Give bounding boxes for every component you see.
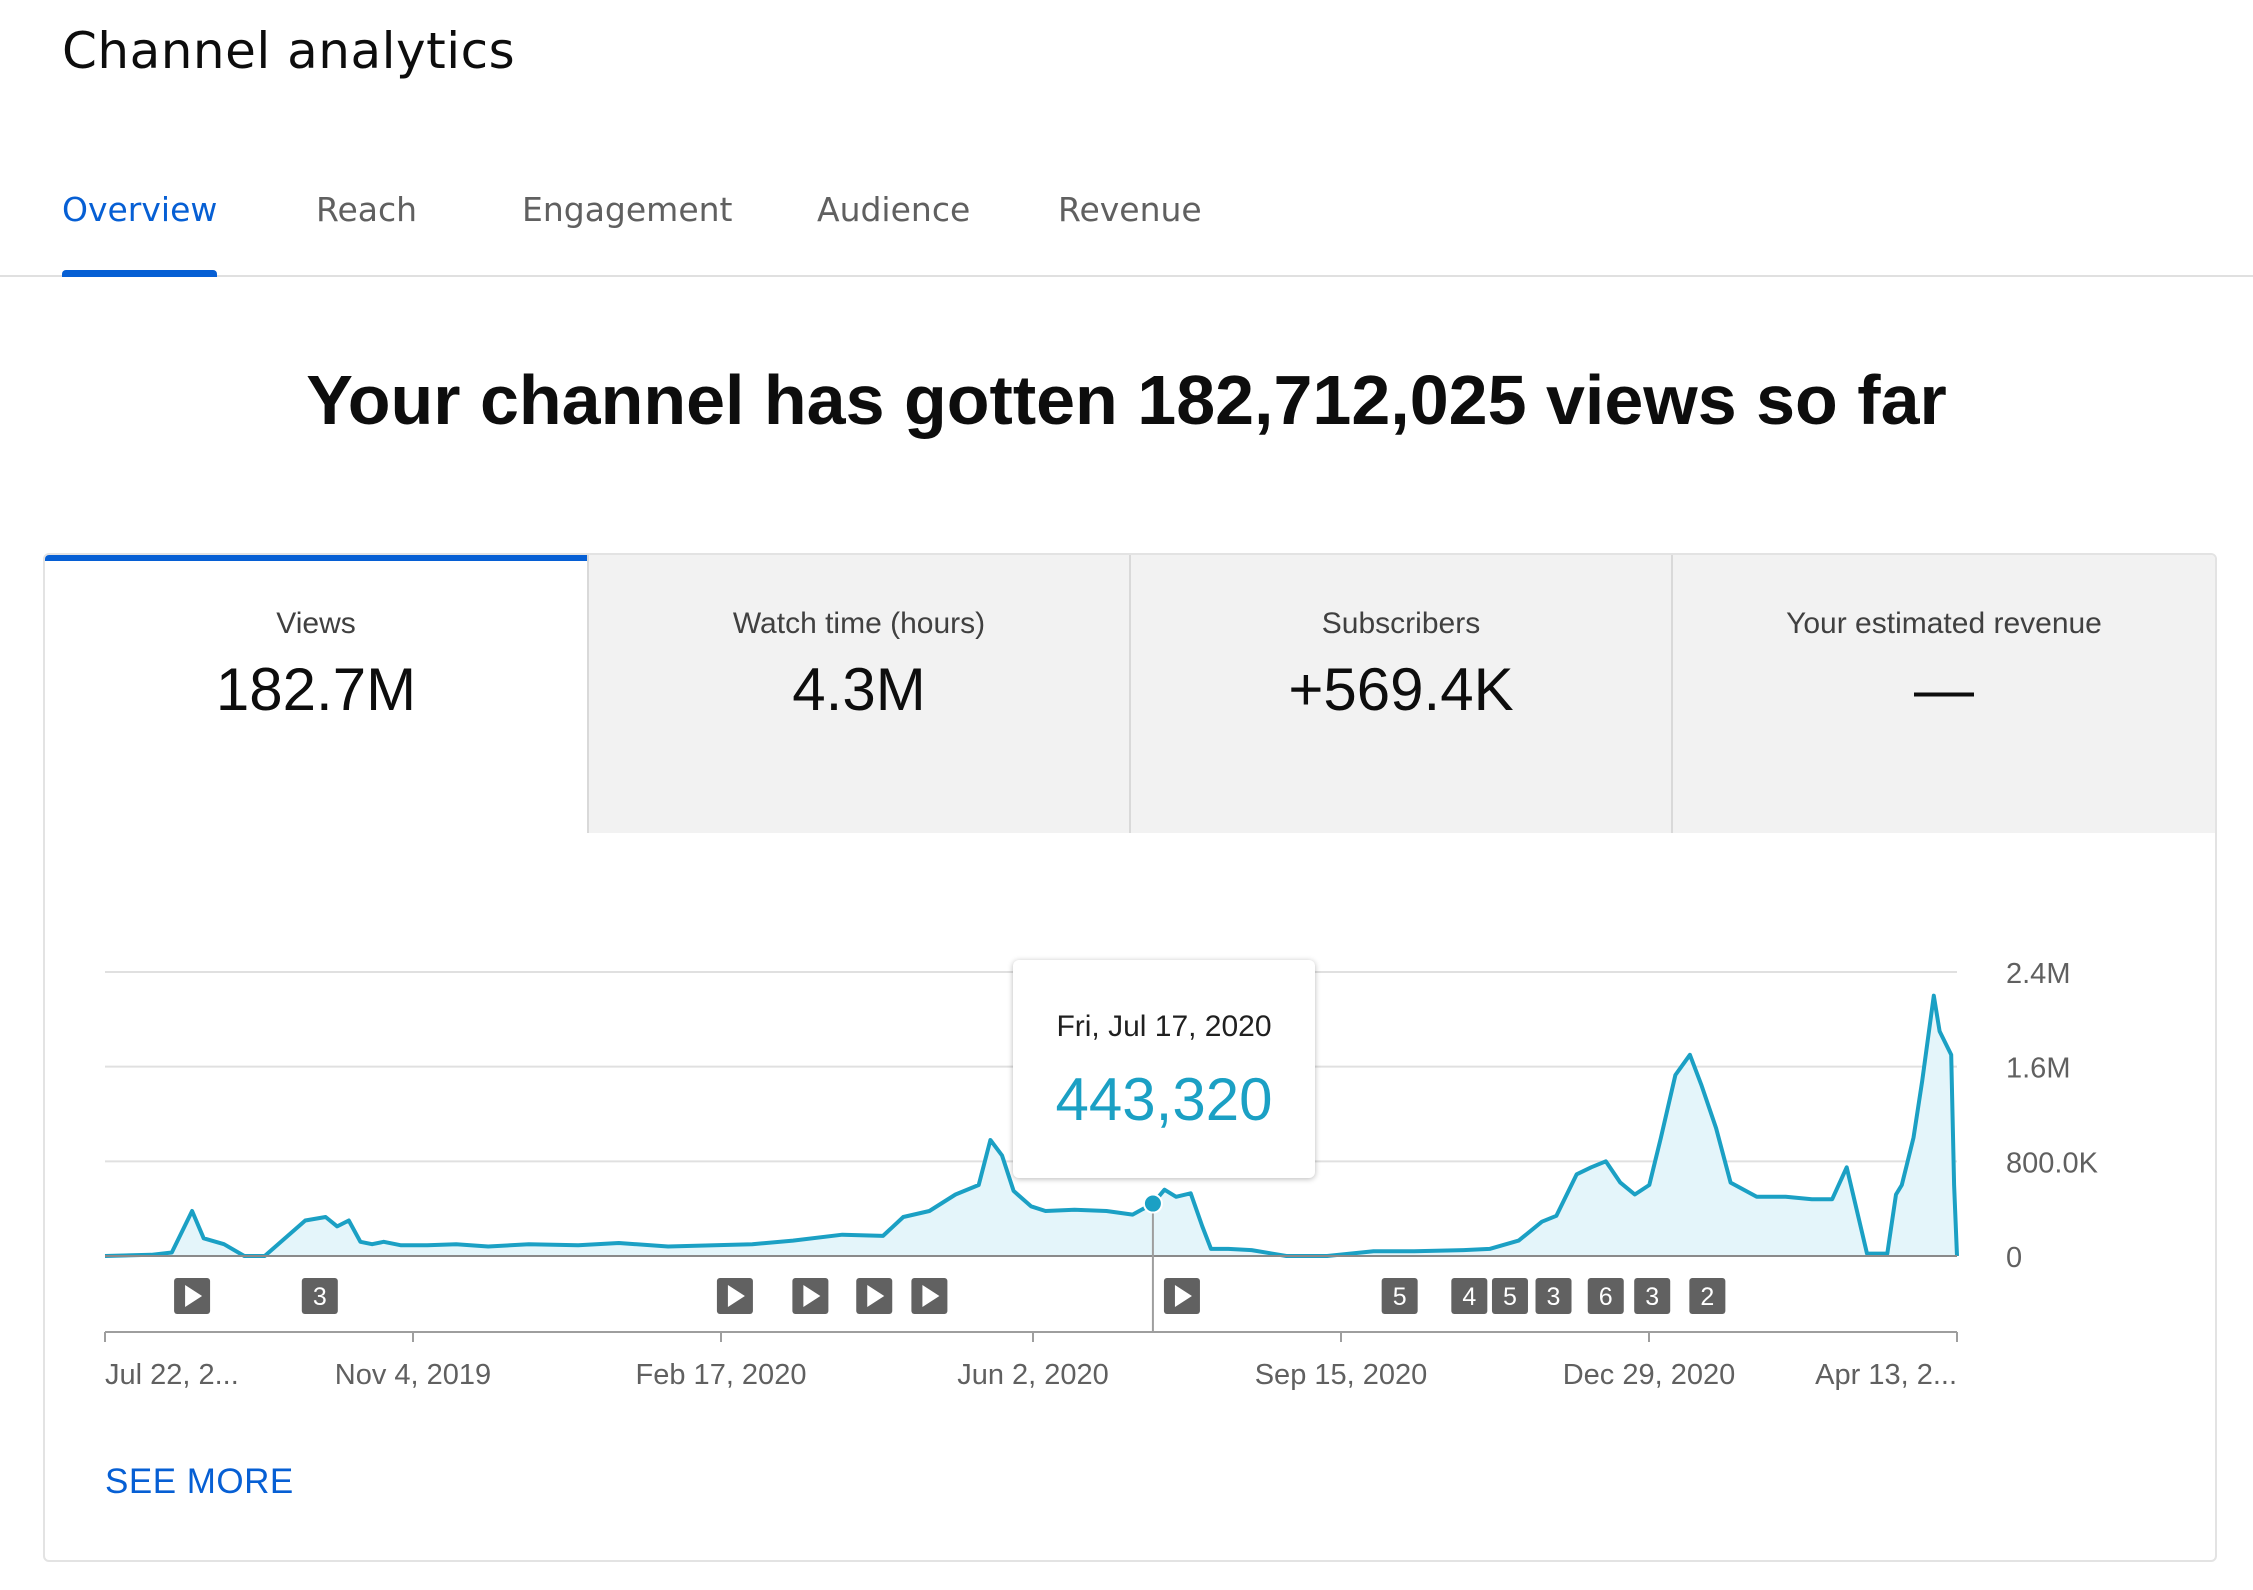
play-icon (867, 1285, 885, 1307)
video-marker[interactable] (792, 1278, 829, 1314)
tab-audience[interactable]: Audience (817, 190, 971, 229)
x-tick-label: Feb 17, 2020 (636, 1359, 807, 1391)
video-count-marker[interactable]: 3 (1535, 1278, 1572, 1314)
x-tick-label: Sep 15, 2020 (1255, 1359, 1428, 1391)
play-icon (185, 1285, 203, 1307)
tab-reach[interactable]: Reach (316, 190, 418, 229)
metric-tabs: Views 182.7M Watch time (hours) 4.3M Sub… (45, 555, 2215, 833)
page-title: Channel analytics (62, 22, 516, 80)
metric-views[interactable]: Views 182.7M (45, 555, 587, 833)
video-marker[interactable] (174, 1278, 211, 1314)
metric-estimated-revenue[interactable]: Your estimated revenue — (1671, 555, 2215, 833)
hover-point (1142, 1193, 1163, 1214)
tooltip-date: Fri, Jul 17, 2020 (1056, 1010, 1272, 1043)
video-count-marker[interactable]: 2 (1689, 1278, 1726, 1314)
play-icon (922, 1285, 940, 1307)
video-count-marker[interactable]: 5 (1381, 1278, 1418, 1314)
chart-tooltip: Fri, Jul 17, 2020 443,320 (1013, 960, 1315, 1178)
svg-text:3: 3 (1645, 1283, 1659, 1311)
metric-label: Views (276, 607, 356, 640)
video-count-marker[interactable]: 4 (1451, 1278, 1488, 1314)
video-marker[interactable] (1163, 1278, 1200, 1314)
tab-revenue[interactable]: Revenue (1058, 190, 1202, 229)
metric-watch-time[interactable]: Watch time (hours) 4.3M (587, 555, 1129, 833)
tab-bar: Overview Reach Engagement Audience Reven… (0, 190, 2253, 277)
metric-value: — (1914, 656, 1974, 723)
video-count-marker[interactable]: 6 (1587, 1278, 1624, 1314)
x-tick-label: Apr 13, 2... (1815, 1359, 1957, 1391)
metric-subscribers[interactable]: Subscribers +569.4K (1129, 555, 1671, 833)
x-tick-label: Nov 4, 2019 (335, 1359, 491, 1391)
video-count-marker[interactable]: 3 (1634, 1278, 1671, 1314)
play-icon (1174, 1285, 1192, 1307)
svg-text:6: 6 (1599, 1283, 1613, 1311)
views-headline: Your channel has gotten 182,712,025 view… (306, 361, 1947, 439)
x-tick-label: Jun 2, 2020 (957, 1359, 1109, 1391)
see-more-link[interactable]: SEE MORE (105, 1462, 294, 1501)
metric-value: +569.4K (1288, 656, 1514, 723)
svg-text:5: 5 (1393, 1283, 1407, 1311)
svg-text:4: 4 (1462, 1283, 1476, 1311)
y-tick-label: 0 (2006, 1242, 2022, 1274)
svg-text:2: 2 (1700, 1283, 1714, 1311)
svg-text:3: 3 (1547, 1283, 1561, 1311)
metric-label: Watch time (hours) (732, 607, 986, 640)
play-icon (727, 1285, 745, 1307)
metric-value: 182.7M (215, 656, 417, 723)
tooltip-value: 443,320 (1055, 1066, 1273, 1133)
svg-text:5: 5 (1503, 1283, 1517, 1311)
metric-label: Your estimated revenue (1786, 607, 2102, 640)
x-tick-label: Dec 29, 2020 (1563, 1359, 1736, 1391)
video-count-marker[interactable]: 5 (1491, 1278, 1528, 1314)
x-tick-label: Jul 22, 2... (105, 1359, 239, 1391)
y-tick-label: 1.6M (2006, 1053, 2070, 1085)
tab-overview[interactable]: Overview (62, 190, 218, 277)
video-marker[interactable] (856, 1278, 893, 1314)
video-marker[interactable] (911, 1278, 948, 1314)
video-marker[interactable] (716, 1278, 753, 1314)
tab-engagement[interactable]: Engagement (522, 190, 733, 229)
video-count-marker[interactable]: 3 (301, 1278, 338, 1314)
play-icon (803, 1285, 821, 1307)
y-tick-label: 800.0K (2006, 1147, 2099, 1179)
series-area (105, 995, 1957, 1256)
y-tick-label: 2.4M (2006, 958, 2070, 990)
metric-label: Subscribers (1321, 607, 1481, 640)
svg-text:3: 3 (313, 1283, 327, 1311)
series-line (104, 993, 1959, 1258)
metric-value: 4.3M (792, 656, 926, 723)
